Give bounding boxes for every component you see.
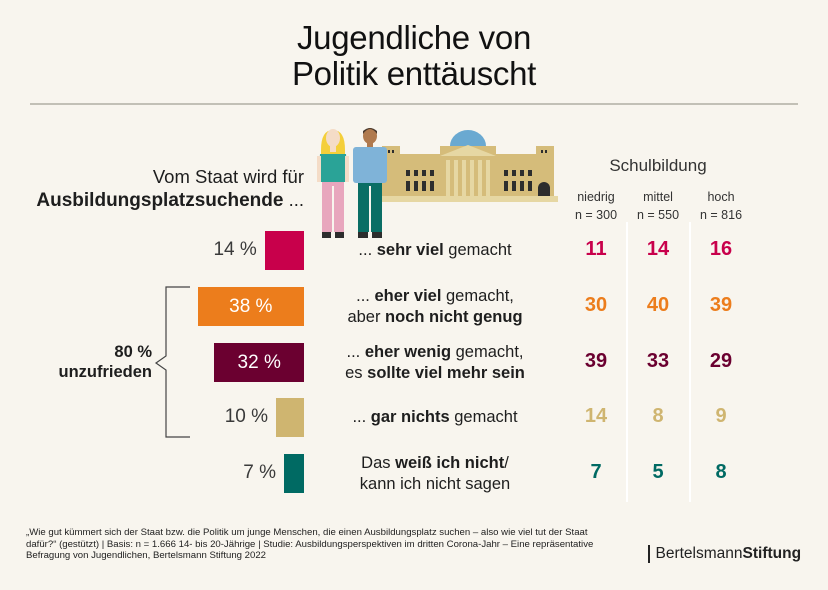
- table-cell: 8: [652, 405, 664, 427]
- answer-label: ... eher viel gemacht, aber noch nicht ge…: [320, 286, 550, 328]
- bar: 38 %: [197, 287, 304, 326]
- column-header-mittel: mittel n = 550: [626, 188, 690, 224]
- answer-text: ...: [346, 342, 365, 361]
- answer-emphasis: gar nichts: [370, 408, 450, 426]
- table-cell: 29: [709, 350, 733, 372]
- column-header-hoch: hoch n = 816: [689, 188, 753, 224]
- question-label: Vom Staat wird für Ausbildungsplatzsuche…: [36, 165, 304, 212]
- unzufrieden-label: 80 % unzufrieden: [40, 342, 153, 382]
- answer-label: Das weiß ich nicht/ kann ich nicht sagen: [320, 453, 550, 495]
- answer-emphasis: sehr viel: [376, 241, 444, 259]
- answer-text: Das: [361, 453, 396, 472]
- schulbildung-heading: Schulbildung: [609, 156, 707, 175]
- person-woman-icon: [317, 129, 349, 238]
- table-cell: 14: [584, 405, 608, 427]
- column-label: niedrig: [577, 190, 615, 204]
- column-n: n = 816: [699, 208, 743, 222]
- logo-bar-icon: [648, 545, 650, 563]
- column-n: n = 550: [636, 208, 680, 222]
- logo-regular: Bertelsmann: [655, 545, 743, 562]
- unzufrieden-pct: 80 %: [114, 343, 152, 361]
- illustration: [317, 128, 558, 238]
- column-n: n = 300: [574, 208, 618, 222]
- answer-text: ...: [356, 286, 375, 305]
- table-cell: 39: [584, 350, 608, 372]
- table-cell: 11: [585, 238, 607, 260]
- bar: [264, 231, 304, 270]
- person-man-icon: [353, 128, 387, 238]
- reichstag-building-icon: [380, 130, 558, 202]
- title-line-2: Politik enttäuscht: [291, 55, 537, 92]
- table-cell: 5: [652, 461, 664, 483]
- answer-text: gemacht: [449, 408, 518, 426]
- column-label: hoch: [707, 190, 735, 204]
- bar-value-label: 14 %: [213, 239, 257, 260]
- table-cell: 14: [646, 238, 670, 260]
- answer-text: aber: [347, 307, 386, 326]
- bar-value-label: 32 %: [237, 351, 281, 373]
- column-separator: [689, 222, 691, 502]
- bar: [284, 454, 304, 493]
- answer-text: gemacht: [443, 241, 512, 259]
- answer-label: ... gar nichts gemacht: [320, 407, 550, 428]
- column-separator: [626, 222, 628, 502]
- table-cell: 33: [646, 350, 670, 372]
- bar: [276, 398, 304, 437]
- table-cell: 7: [590, 461, 602, 483]
- answer-text: kann ich nicht sagen: [359, 474, 511, 493]
- table-cell: 9: [715, 405, 727, 427]
- answer-text: es: [345, 363, 368, 382]
- question-ellipsis: ...: [283, 189, 304, 210]
- question-bold: Ausbildungsplatzsuchende: [36, 190, 284, 211]
- bar-value-label: 38 %: [229, 295, 273, 317]
- question-line-1: Vom Staat wird für: [152, 166, 304, 187]
- answer-emphasis: eher viel: [374, 286, 442, 305]
- title-line-1: Jugendliche von: [296, 19, 531, 56]
- footnote: „Wie gut kümmert sich der Staat bzw. die…: [26, 527, 594, 561]
- answer-text: gemacht,: [441, 286, 514, 305]
- question-line-2: Ausbildungsplatzsuchende ...: [36, 188, 304, 212]
- answer-label: ... eher wenig gemacht, es sollte viel me…: [320, 342, 550, 384]
- page-title: Jugendliche von Politik enttäuscht: [0, 20, 828, 92]
- title-divider: [30, 103, 798, 105]
- bar-value-label: 7 %: [243, 462, 276, 483]
- table-cell: 16: [709, 238, 733, 260]
- answer-emphasis: noch nicht genug: [385, 307, 523, 326]
- bar-value-label: 10 %: [224, 406, 268, 427]
- column-header-niedrig: niedrig n = 300: [564, 188, 628, 224]
- bracket-unzufrieden: [154, 286, 190, 438]
- logo-bold: Stiftung: [742, 545, 802, 562]
- table-cell: 40: [646, 294, 670, 316]
- answer-emphasis: eher wenig: [364, 342, 452, 361]
- answer-emphasis: weiß ich nicht: [395, 453, 505, 472]
- answer-label: ... sehr viel gemacht: [320, 240, 550, 261]
- answer-emphasis: sollte viel mehr sein: [367, 363, 525, 382]
- table-cell: 30: [584, 294, 608, 316]
- answer-text: gemacht,: [451, 342, 524, 361]
- table-cell: 8: [715, 461, 727, 483]
- bertelsmann-stiftung-logo: Bertelsmann Stiftung: [648, 545, 801, 563]
- answer-text: /: [504, 453, 509, 472]
- column-label: mittel: [643, 190, 673, 204]
- answer-text: ...: [352, 408, 371, 426]
- unzufrieden-text: unzufrieden: [58, 363, 153, 381]
- answer-text: ...: [358, 241, 377, 259]
- table-cell: 39: [709, 294, 733, 316]
- bar: 32 %: [214, 343, 304, 382]
